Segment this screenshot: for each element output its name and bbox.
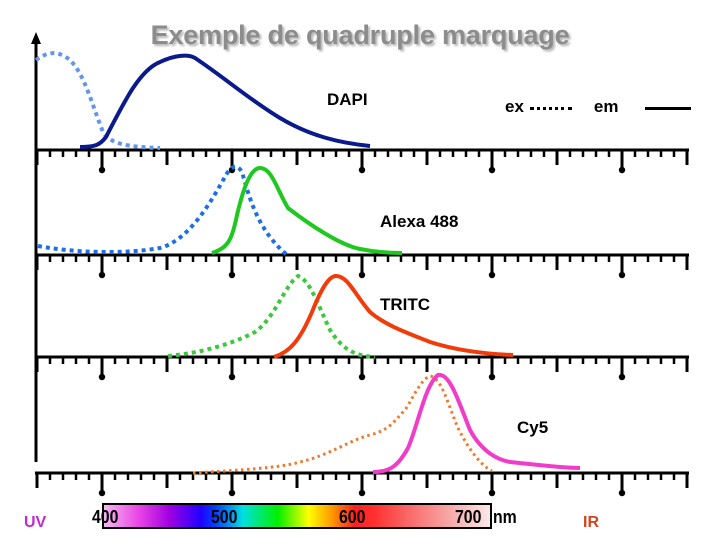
legend-ex-label: ex — [505, 97, 524, 116]
alexa-emission-curve — [211, 165, 403, 255]
unit-label: nm — [493, 507, 517, 527]
ir-label: IR — [583, 514, 599, 531]
tick-label-700: 700 — [455, 507, 482, 527]
dapi-label: DAPI — [327, 90, 368, 109]
legend: ex em — [505, 97, 691, 117]
tritc-label: TRITC — [380, 295, 431, 314]
legend-dotted-line-icon — [529, 106, 572, 110]
dapi-emission-curve — [79, 53, 371, 149]
tick-label-500: 500 — [211, 507, 238, 527]
cy5-label: Cy5 — [517, 418, 549, 437]
uv-label: UV — [24, 514, 47, 531]
wavelength-rulers — [35, 148, 689, 497]
visible-spectrum-bar — [102, 503, 492, 529]
tritc-emission-curve — [273, 273, 514, 359]
legend-em-label: em — [593, 97, 619, 116]
tick-label-400: 400 — [92, 507, 119, 527]
tritc-excitation-curve — [167, 273, 376, 359]
dapi-excitation-curve — [34, 51, 161, 150]
alexa-488-label: Alexa 488 — [380, 212, 459, 231]
chart-title: Exemple de quadruple marquage — [150, 20, 570, 50]
y-axis-arrow-icon — [31, 32, 41, 44]
alexa-excitation-curve — [37, 164, 289, 257]
tick-label-600: 600 — [339, 507, 366, 527]
cy5-emission-curve — [372, 373, 581, 474]
legend-solid-line-icon — [644, 106, 691, 110]
cy5-excitation-curve — [192, 374, 493, 475]
